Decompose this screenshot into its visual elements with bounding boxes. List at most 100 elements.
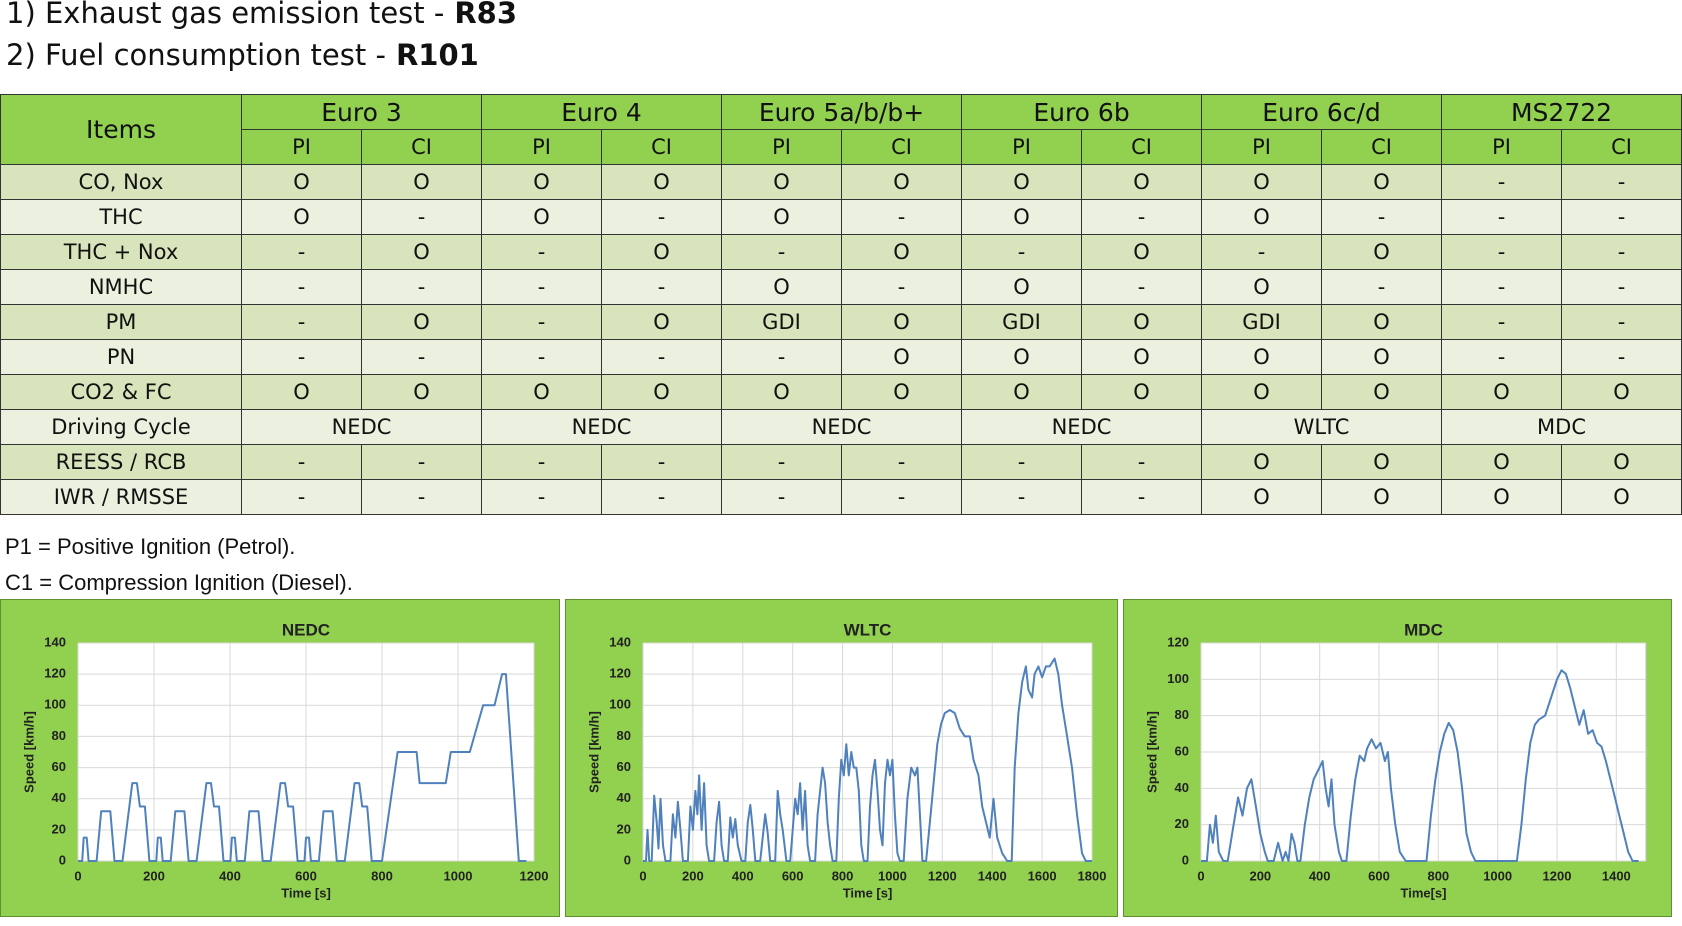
cell: NEDC xyxy=(481,409,722,445)
row-label: PN xyxy=(0,339,242,375)
cell: - xyxy=(1561,199,1682,235)
group-header: Euro 5a/b/b+ xyxy=(721,94,962,130)
y-tick-label: 140 xyxy=(44,634,66,649)
cell: WLTC xyxy=(1201,409,1443,445)
y-tick-label: 60 xyxy=(1175,743,1189,758)
y-tick-label: 100 xyxy=(1167,671,1189,686)
y-tick-label: 120 xyxy=(609,666,631,681)
cell: - xyxy=(961,444,1082,480)
cell: O xyxy=(1321,374,1443,410)
x-tick-label: 600 xyxy=(1368,868,1390,883)
cell: NEDC xyxy=(721,409,962,445)
header-row: Items Euro 3 Euro 4 Euro 5a/b/b+ Euro 6b Euro… xyxy=(0,94,1682,165)
y-tick-label: 40 xyxy=(617,790,631,805)
cell: MDC xyxy=(1441,409,1682,445)
cell: O xyxy=(601,234,722,270)
cell: - xyxy=(1441,269,1563,305)
cell: - xyxy=(1561,234,1682,270)
table-row: THC + Nox - O - O - O - O - O - - xyxy=(0,234,1682,270)
row-label: Driving Cycle xyxy=(0,409,242,445)
cell: - xyxy=(241,234,362,270)
row-label: THC xyxy=(0,199,242,235)
cell: O xyxy=(841,164,962,200)
sub-header: CI xyxy=(361,129,482,165)
cell: O xyxy=(241,374,362,410)
cell: - xyxy=(1321,269,1443,305)
x-tick-label: 600 xyxy=(295,868,317,883)
table-row: THC O - O - O - O - O - - - xyxy=(0,199,1682,235)
cell: - xyxy=(961,234,1082,270)
cell: - xyxy=(481,339,602,375)
group-header: Euro 3 xyxy=(241,94,482,130)
cell: O xyxy=(1201,374,1323,410)
cell: - xyxy=(721,479,842,515)
table-row: Driving Cycle NEDC NEDC NEDC NEDC WLTC MDC xyxy=(0,409,1682,445)
cell: O xyxy=(361,374,482,410)
x-axis-label: Time[s] xyxy=(1401,885,1447,900)
cell: - xyxy=(481,304,602,340)
cell: - xyxy=(1561,269,1682,305)
y-tick-label: 60 xyxy=(617,759,631,774)
heading-line: 2) Fuel consumption test - R101 xyxy=(6,38,479,72)
cell: - xyxy=(241,339,362,375)
y-tick-label: 100 xyxy=(44,697,66,712)
y-tick-label: 140 xyxy=(609,634,631,649)
cell: - xyxy=(1441,234,1563,270)
x-tick-label: 1200 xyxy=(928,868,957,883)
x-tick-label: 200 xyxy=(143,868,165,883)
cell: - xyxy=(481,444,602,480)
chart: NEDC 0 20 40 60 80 100 120 140 0 200 400 600 800 1000 1… xyxy=(0,599,560,917)
cell: O xyxy=(841,339,962,375)
cell: O xyxy=(1561,479,1682,515)
cell: O xyxy=(961,339,1082,375)
group-header: Euro 6c/d xyxy=(1201,94,1443,130)
cell: - xyxy=(1441,304,1563,340)
x-tick-label: 0 xyxy=(74,868,81,883)
cell: O xyxy=(361,164,482,200)
x-tick-label: 400 xyxy=(732,868,754,883)
y-tick-label: 60 xyxy=(52,759,66,774)
cell: O xyxy=(721,269,842,305)
cell: O xyxy=(961,199,1082,235)
x-tick-label: 800 xyxy=(1427,868,1449,883)
y-tick-label: 80 xyxy=(52,728,66,743)
cell: NEDC xyxy=(241,409,482,445)
cell: O xyxy=(601,304,722,340)
x-tick-label: 200 xyxy=(1249,868,1271,883)
sub-header: CI xyxy=(1561,129,1682,165)
cell: - xyxy=(1561,164,1682,200)
cell: O xyxy=(361,304,482,340)
cell: - xyxy=(1201,234,1323,270)
cell: O xyxy=(721,374,842,410)
x-tick-label: 0 xyxy=(639,868,646,883)
cell: - xyxy=(601,199,722,235)
cell: O xyxy=(241,164,362,200)
cell: - xyxy=(601,479,722,515)
cell: - xyxy=(1080,199,1203,235)
cell: O xyxy=(481,199,602,235)
cell: - xyxy=(241,444,362,480)
y-axis-label: Speed [km/h] xyxy=(586,711,601,793)
y-tick-label: 0 xyxy=(59,852,66,867)
cell: - xyxy=(1441,199,1563,235)
cell: O xyxy=(1561,444,1682,480)
row-label: NMHC xyxy=(0,269,242,305)
x-tick-label: 1200 xyxy=(520,868,549,883)
cell: - xyxy=(361,269,482,305)
cell: O xyxy=(1321,234,1443,270)
table-row: REESS / RCB - - - - - - - - O O O O xyxy=(0,444,1682,480)
y-tick-label: 0 xyxy=(1182,852,1189,867)
x-tick-label: 1400 xyxy=(1602,868,1631,883)
cell: O xyxy=(1080,234,1203,270)
y-tick-label: 80 xyxy=(1175,707,1189,722)
sub-header: CI xyxy=(1080,129,1203,165)
cell: - xyxy=(841,444,962,480)
x-tick-label: 1800 xyxy=(1078,868,1107,883)
x-tick-label: 1000 xyxy=(444,868,473,883)
sub-header: CI xyxy=(1321,129,1443,165)
table-row: PM - O - O GDI O GDI O GDI O - - xyxy=(0,304,1682,340)
cell: O xyxy=(841,234,962,270)
cell: O xyxy=(1321,164,1443,200)
y-tick-label: 0 xyxy=(624,852,631,867)
